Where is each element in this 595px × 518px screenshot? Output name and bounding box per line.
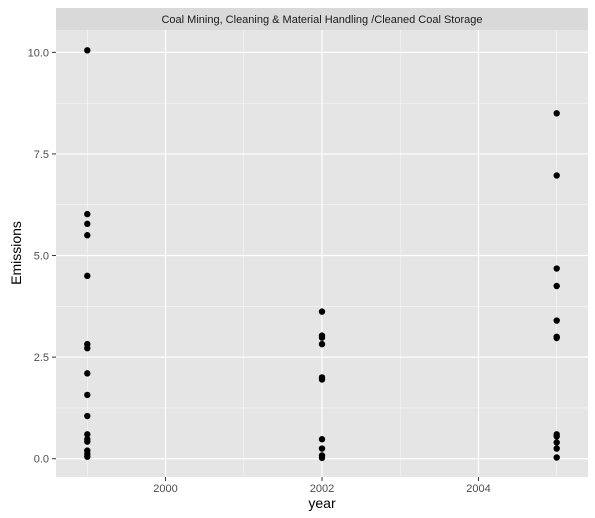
data-point	[84, 220, 91, 228]
data-point	[84, 232, 91, 239]
y-tick-label: 0.0	[34, 454, 49, 466]
data-point	[553, 445, 560, 452]
data-point	[84, 272, 91, 280]
data-point	[553, 334, 560, 342]
data-point	[553, 172, 560, 179]
data-point	[84, 412, 91, 420]
data-point	[84, 453, 91, 460]
axes: 2000 2002 2004 0.0 2.5 5.0 7.5 10.0	[28, 47, 491, 495]
y-tick-label: 5.0	[34, 251, 49, 263]
data-point	[84, 438, 91, 445]
data-point	[318, 454, 326, 462]
x-tick-label: 2000	[153, 483, 177, 495]
data-point	[84, 391, 91, 399]
data-point	[553, 110, 560, 117]
x-tick-label: 2002	[310, 483, 334, 495]
data-point	[318, 436, 326, 443]
y-axis-title: Emissions	[8, 221, 24, 285]
facet-title: Coal Mining, Cleaning & Material Handlin…	[161, 14, 482, 26]
data-point	[318, 340, 326, 348]
data-point	[318, 445, 326, 452]
data-point	[318, 334, 326, 341]
data-points	[84, 47, 560, 462]
y-tick-label: 2.5	[34, 352, 49, 364]
data-point	[84, 210, 91, 218]
gridlines	[56, 30, 588, 477]
data-point	[553, 433, 560, 440]
data-point	[84, 431, 91, 438]
data-point	[553, 265, 560, 272]
data-point	[553, 439, 560, 446]
data-point	[84, 47, 91, 54]
data-point	[553, 282, 560, 290]
data-point	[553, 317, 560, 324]
data-point	[318, 308, 326, 315]
strip-background	[56, 8, 588, 30]
x-tick-label: 2004	[466, 483, 490, 495]
y-tick-label: 7.5	[34, 149, 49, 161]
data-point	[553, 454, 560, 461]
x-axis-title: year	[308, 495, 336, 511]
data-point	[318, 376, 326, 383]
data-point	[84, 370, 91, 377]
y-tick-label: 10.0	[28, 47, 49, 59]
data-point	[84, 344, 91, 352]
